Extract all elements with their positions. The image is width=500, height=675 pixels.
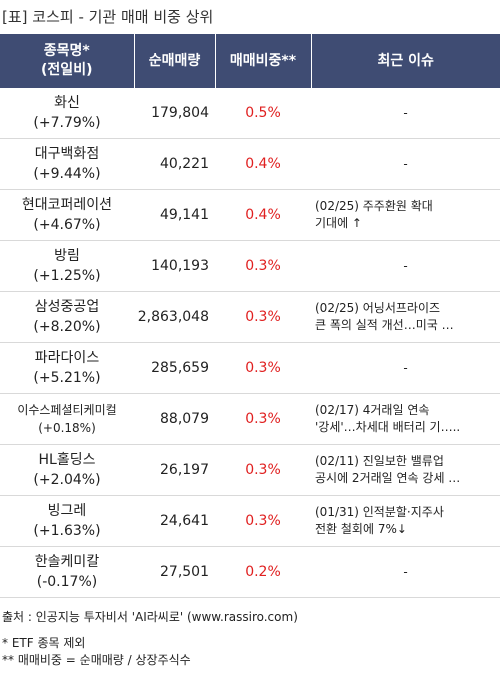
stock-name: 방림 xyxy=(54,248,80,264)
issue-line-1: (02/11) 진일보한 밸류업 xyxy=(315,454,444,468)
source-note: 출처 : 인공지능 투자비서 'AI라씨로' (www.rassiro.com) xyxy=(2,610,298,624)
stock-name: 대구백화점 xyxy=(34,146,100,162)
trade-ratio-cell: 0.4% xyxy=(215,189,311,241)
stock-name: 한솔케미칼 xyxy=(34,554,100,570)
stock-name: 파라다이스 xyxy=(34,350,100,366)
stock-name: 삼성중공업 xyxy=(34,299,100,315)
net-volume-cell: 49,141 xyxy=(134,189,215,241)
stock-cell: 현대코퍼레이션 (+4.67%) xyxy=(0,189,134,241)
header-stock-name-line1: 종목명* xyxy=(43,43,90,59)
stock-cell: 이수스페셜티케미컬 (+0.18%) xyxy=(0,393,134,445)
issue-line-1: - xyxy=(403,258,408,273)
net-volume-cell: 88,079 xyxy=(134,393,215,445)
stock-name: 빙그레 xyxy=(47,503,87,519)
table-row: 화신 (+7.79%) 179,804 0.5% - xyxy=(0,88,500,139)
trade-ratio-cell: 0.5% xyxy=(215,88,311,139)
issue-line-1: (02/17) 4거래일 연속 xyxy=(315,403,430,417)
issue-line-1: - xyxy=(403,156,408,171)
stock-change: (+1.63%) xyxy=(33,523,101,539)
stock-cell: 방림 (+1.25%) xyxy=(0,240,134,292)
stock-change: (+5.21%) xyxy=(33,370,101,386)
net-volume-cell: 179,804 xyxy=(134,88,215,139)
net-volume-cell: 26,197 xyxy=(134,444,215,496)
recent-issue-cell: - xyxy=(311,342,500,394)
trade-ratio-cell: 0.3% xyxy=(215,240,311,292)
trade-ratio-cell: 0.3% xyxy=(215,342,311,394)
issue-line-2: 전환 철회에 7%↓ xyxy=(315,522,407,536)
recent-issue-cell: (02/17) 4거래일 연속 '강세'…차세대 배터리 기….. xyxy=(311,393,500,445)
issue-line-1: - xyxy=(403,564,408,579)
stock-change: (+8.20%) xyxy=(33,319,101,335)
stock-change: (+2.04%) xyxy=(33,472,101,488)
header-stock-name: 종목명* (전일비) xyxy=(0,34,135,88)
table-row: 대구백화점 (+9.44%) 40,221 0.4% - xyxy=(0,138,500,190)
net-volume-cell: 2,863,048 xyxy=(134,291,215,343)
recent-issue-cell: - xyxy=(311,138,500,190)
table-row: 한솔케미칼 (-0.17%) 27,501 0.2% - xyxy=(0,546,500,598)
net-volume-cell: 27,501 xyxy=(134,546,215,598)
net-volume-cell: 24,641 xyxy=(134,495,215,547)
page-title: [표] 코스피 - 기관 매매 비중 상위 xyxy=(2,8,214,26)
net-volume-cell: 40,221 xyxy=(134,138,215,190)
stock-change: (+7.79%) xyxy=(33,115,101,131)
institution-trading-table: 종목명* (전일비) 순매매량 매매비중** 최근 이슈 화신 (+7.79%) 1… xyxy=(0,34,500,598)
issue-line-1: - xyxy=(403,360,408,375)
trade-ratio-cell: 0.2% xyxy=(215,546,311,598)
stock-cell: HL홀딩스 (+2.04%) xyxy=(0,444,134,496)
stock-cell: 파라다이스 (+5.21%) xyxy=(0,342,134,394)
issue-line-2: 큰 폭의 실적 개선…미국 … xyxy=(315,318,454,332)
issue-line-1: (02/25) 주주환원 확대 xyxy=(315,199,433,213)
stock-name: 현대코퍼레이션 xyxy=(21,197,113,213)
stock-change: (+9.44%) xyxy=(33,166,101,182)
footnotes: * ETF 종목 제외 ** 매매비중 = 순매매량 / 상장주식수 xyxy=(2,635,191,669)
table-row: 방림 (+1.25%) 140,193 0.3% - xyxy=(0,240,500,292)
header-trade-ratio: 매매비중** xyxy=(215,34,312,88)
table-row: 현대코퍼레이션 (+4.67%) 49,141 0.4% (02/25) 주주환원 확대… xyxy=(0,189,500,241)
issue-line-2: 기대에 ↑ xyxy=(315,216,362,230)
stock-cell: 대구백화점 (+9.44%) xyxy=(0,138,134,190)
stock-cell: 화신 (+7.79%) xyxy=(0,88,134,139)
table-header-row: 종목명* (전일비) 순매매량 매매비중** 최근 이슈 xyxy=(0,34,500,88)
table-row: 파라다이스 (+5.21%) 285,659 0.3% - xyxy=(0,342,500,394)
issue-line-2: 공시에 2거래일 연속 강세 … xyxy=(315,471,461,485)
stock-name: HL홀딩스 xyxy=(38,452,96,468)
net-volume-cell: 285,659 xyxy=(134,342,215,394)
header-net-volume: 순매매량 xyxy=(134,34,216,88)
issue-line-1: (02/25) 어닝서프라이즈 xyxy=(315,301,441,315)
stock-change: (+0.18%) xyxy=(38,421,96,435)
stock-cell: 삼성중공업 (+8.20%) xyxy=(0,291,134,343)
stock-change: (-0.17%) xyxy=(36,574,98,590)
stock-cell: 빙그레 (+1.63%) xyxy=(0,495,134,547)
stock-name: 이수스페셜티케미컬 xyxy=(17,403,117,417)
recent-issue-cell: (02/11) 진일보한 밸류업 공시에 2거래일 연속 강세 … xyxy=(311,444,500,496)
table-row: HL홀딩스 (+2.04%) 26,197 0.3% (02/11) 진일보한 밸류업 … xyxy=(0,444,500,496)
recent-issue-cell: - xyxy=(311,240,500,292)
footnote-etf: * ETF 종목 제외 xyxy=(2,636,86,650)
stock-name: 화신 xyxy=(54,95,80,111)
table-row: 빙그레 (+1.63%) 24,641 0.3% (01/31) 인적분할·지주사 전환 … xyxy=(0,495,500,547)
table-row: 삼성중공업 (+8.20%) 2,863,048 0.3% (02/25) 어닝서프라이… xyxy=(0,291,500,343)
issue-line-2: '강세'…차세대 배터리 기….. xyxy=(315,420,461,434)
trade-ratio-cell: 0.3% xyxy=(215,291,311,343)
trade-ratio-cell: 0.3% xyxy=(215,393,311,445)
table-row: 이수스페셜티케미컬 (+0.18%) 88,079 0.3% (02/17) 4거래일 … xyxy=(0,393,500,445)
stock-cell: 한솔케미칼 (-0.17%) xyxy=(0,546,134,598)
trade-ratio-cell: 0.4% xyxy=(215,138,311,190)
recent-issue-cell: - xyxy=(311,546,500,598)
trade-ratio-cell: 0.3% xyxy=(215,444,311,496)
trade-ratio-cell: 0.3% xyxy=(215,495,311,547)
issue-line-1: - xyxy=(403,105,408,120)
issue-line-1: (01/31) 인적분할·지주사 xyxy=(315,505,444,519)
net-volume-cell: 140,193 xyxy=(134,240,215,292)
header-recent-issue: 최근 이슈 xyxy=(311,34,500,88)
recent-issue-cell: - xyxy=(311,88,500,139)
stock-change: (+4.67%) xyxy=(33,217,101,233)
stock-change: (+1.25%) xyxy=(33,268,101,284)
footnote-ratio: ** 매매비중 = 순매매량 / 상장주식수 xyxy=(2,653,191,667)
header-stock-name-line2: (전일비) xyxy=(41,62,93,78)
